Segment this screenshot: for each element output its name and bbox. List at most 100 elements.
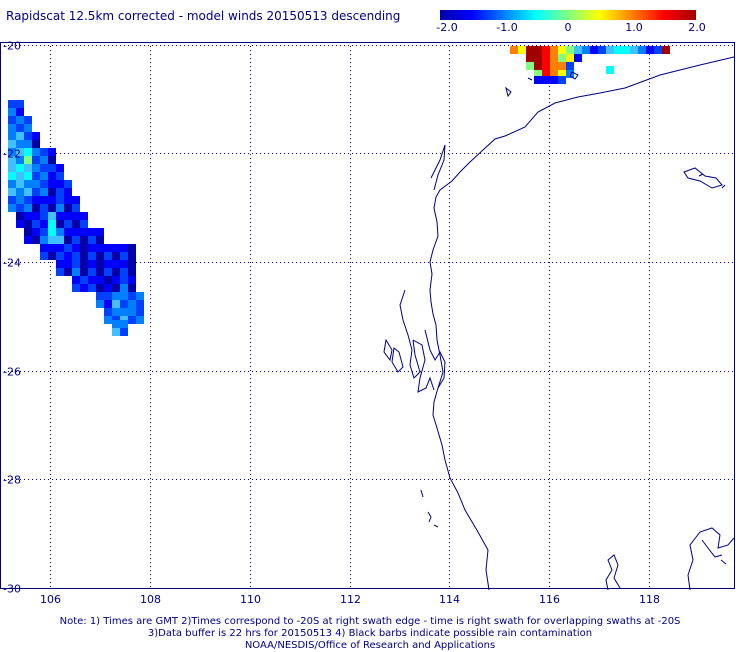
islets-east	[698, 173, 726, 189]
wind-cell	[96, 292, 104, 300]
wind-cell	[96, 284, 104, 292]
wind-cell	[56, 204, 64, 212]
colorbar-label-max: 2.0	[688, 21, 706, 34]
wind-cell	[72, 252, 80, 260]
wind-cell	[558, 46, 566, 54]
wind-cell	[64, 260, 72, 268]
lat-tick-label: -28	[3, 474, 21, 487]
wind-cell	[48, 212, 56, 220]
wind-cell	[64, 220, 72, 228]
wind-cell	[32, 156, 40, 164]
wind-cell	[542, 62, 550, 70]
wind-cell	[88, 284, 96, 292]
wind-cell	[8, 164, 16, 172]
wind-cell	[24, 132, 32, 140]
wind-cell	[72, 228, 80, 236]
wind-cell	[24, 196, 32, 204]
colorbar-gradient	[440, 10, 696, 20]
wind-cell	[16, 100, 24, 108]
wind-cell	[128, 300, 136, 308]
wind-cell	[558, 62, 566, 70]
wind-cell	[638, 46, 646, 54]
wind-cell	[120, 252, 128, 260]
wind-cell	[8, 108, 16, 116]
wind-cell	[24, 164, 32, 172]
wind-cell	[64, 268, 72, 276]
wind-cell	[48, 172, 56, 180]
lon-tick-label: 116	[539, 593, 560, 606]
wind-cell	[56, 244, 64, 252]
note-line-3: NOAA/NESDIS/Office of Research and Appli…	[244, 640, 496, 651]
wind-cell	[24, 188, 32, 196]
wind-cell	[48, 148, 56, 156]
wind-cell	[534, 62, 542, 70]
wind-cell	[64, 244, 72, 252]
wind-cell	[72, 196, 80, 204]
wind-cell	[40, 252, 48, 260]
wind-cell	[72, 276, 80, 284]
wind-cell	[80, 284, 88, 292]
wind-cell	[104, 244, 112, 252]
wind-cell	[32, 132, 40, 140]
wind-cell	[88, 236, 96, 244]
colorbar-label-min: -2.0	[436, 21, 458, 34]
island-small-west	[383, 338, 393, 362]
wind-cell	[32, 164, 40, 172]
wind-cell	[16, 116, 24, 124]
wind-cell	[56, 172, 64, 180]
wind-swaths	[8, 46, 670, 336]
wind-cell	[96, 260, 104, 268]
wind-cell	[582, 46, 590, 54]
wind-cell	[64, 180, 72, 188]
wind-cell	[96, 276, 104, 284]
wind-cell	[8, 100, 16, 108]
gulf-coastline	[430, 144, 446, 191]
wind-cell	[16, 220, 24, 228]
wind-cell	[96, 300, 104, 308]
wind-cell	[542, 54, 550, 62]
wind-cell	[8, 124, 16, 132]
wind-cell	[16, 148, 24, 156]
wind-cell	[40, 164, 48, 172]
wind-cell	[120, 244, 128, 252]
wind-cell	[128, 316, 136, 324]
wind-cell	[558, 54, 566, 62]
wind-cell	[48, 244, 56, 252]
wind-cell	[80, 212, 88, 220]
wind-cell	[8, 116, 16, 124]
wind-cell	[550, 70, 558, 78]
wind-cell	[112, 284, 120, 292]
wind-cell	[8, 188, 16, 196]
wind-cell	[40, 148, 48, 156]
abrolhos-3	[433, 524, 439, 528]
lat-tick-label: -22	[3, 148, 21, 161]
wind-cell	[80, 228, 88, 236]
wind-cell	[24, 148, 32, 156]
wind-cell	[630, 46, 638, 54]
wind-cell	[104, 252, 112, 260]
map-frame	[0, 42, 735, 589]
wind-cell	[72, 220, 80, 228]
wind-cell	[24, 204, 32, 212]
wind-cell	[8, 140, 16, 148]
wind-cell	[24, 228, 32, 236]
wind-cell	[64, 212, 72, 220]
wind-cell	[542, 76, 550, 84]
wind-cell	[24, 212, 32, 220]
wind-cell	[566, 54, 574, 62]
wind-cell	[128, 308, 136, 316]
wind-cell	[24, 180, 32, 188]
wind-cell	[120, 292, 128, 300]
lon-tick-label: 108	[140, 593, 161, 606]
wind-cell	[112, 244, 120, 252]
wind-cell	[8, 132, 16, 140]
abrolhos-1	[420, 489, 424, 498]
wind-cell	[88, 268, 96, 276]
wind-cell	[64, 252, 72, 260]
wind-cell	[128, 244, 136, 252]
wind-cell	[510, 46, 518, 54]
wind-cell	[606, 66, 614, 74]
wind-cell	[40, 188, 48, 196]
wind-cell	[48, 180, 56, 188]
wind-cell	[40, 204, 48, 212]
